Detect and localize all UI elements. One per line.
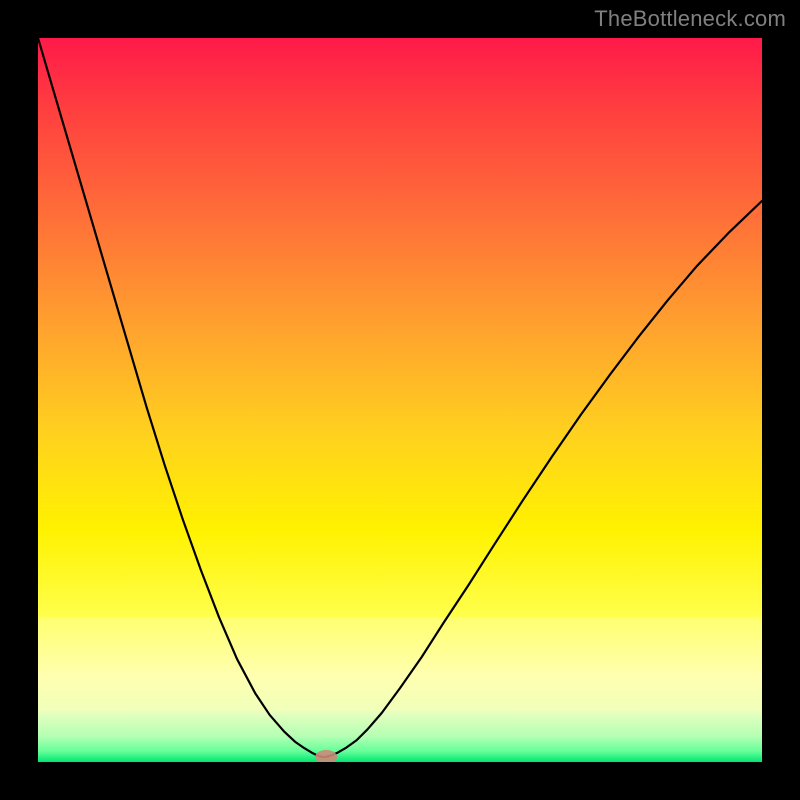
chart-frame: TheBottleneck.com <box>0 0 800 800</box>
plot-area <box>38 38 762 762</box>
pale-band <box>38 617 762 711</box>
watermark-text: TheBottleneck.com <box>594 6 786 32</box>
bottleneck-curve-chart <box>38 38 762 762</box>
